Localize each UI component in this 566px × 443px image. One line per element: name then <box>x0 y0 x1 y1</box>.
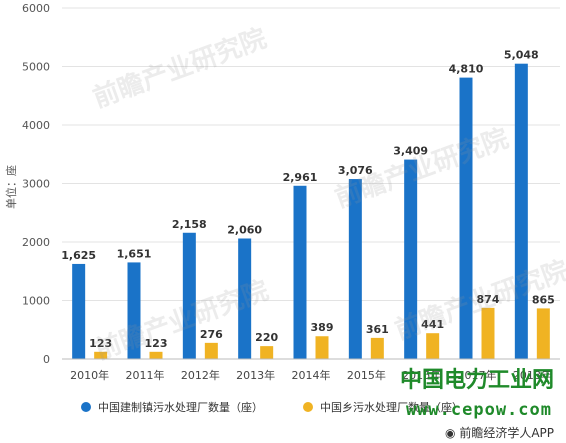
bar <box>426 333 440 359</box>
x-tick-label: 2017年 <box>458 368 497 382</box>
bar <box>293 185 307 359</box>
bar <box>238 238 252 359</box>
brand-credit: ◉ 前瞻经济学人APP <box>445 424 554 441</box>
legend-label: 中国建制镇污水处理厂数量（座） <box>98 400 263 414</box>
bar <box>459 77 473 360</box>
y-tick-label: 3000 <box>22 178 50 191</box>
legend: 中国建制镇污水处理厂数量（座） 中国乡污水处理厂数量（座） <box>81 400 463 414</box>
data-label: 2,060 <box>227 223 262 236</box>
x-tick-label: 2014年 <box>292 368 331 382</box>
bar <box>260 346 274 359</box>
eye-icon: ◉ <box>445 426 456 440</box>
data-label: 389 <box>311 321 334 334</box>
data-label: 361 <box>366 323 389 336</box>
brand-label: 前瞻经济学人APP <box>459 426 554 440</box>
legend-marker <box>81 402 91 412</box>
x-tick-label: 2012年 <box>181 368 220 382</box>
bar <box>204 342 218 359</box>
data-label: 3,409 <box>393 145 428 158</box>
bar <box>149 351 163 359</box>
y-tick-label: 6000 <box>22 2 50 15</box>
x-tick-label: 2013年 <box>236 368 275 382</box>
bar <box>315 336 329 359</box>
bar <box>514 63 528 359</box>
data-label: 2,158 <box>172 218 207 231</box>
data-label: 4,810 <box>449 63 484 76</box>
legend-marker <box>303 402 313 412</box>
bar <box>370 337 384 359</box>
bar <box>127 262 141 359</box>
data-label: 1,651 <box>117 247 152 260</box>
x-tick-label: 2018年 <box>513 368 552 382</box>
data-label: 441 <box>421 318 444 331</box>
site-url: www.cepow.com <box>405 400 552 420</box>
bar <box>536 308 550 359</box>
y-tick-label: 0 <box>43 353 50 366</box>
bar <box>348 179 362 359</box>
site-name: 中国电力工业网 <box>399 368 554 393</box>
value-labels: 1,625 123 1,651 123 2,158 276 2,060 220 2,961 389… <box>61 49 555 350</box>
y-tick-label: 1000 <box>22 295 50 308</box>
bar <box>481 307 495 359</box>
data-label: 1,625 <box>61 249 96 262</box>
bar <box>72 263 86 359</box>
data-label: 220 <box>255 331 278 344</box>
data-label: 123 <box>89 337 112 350</box>
bar <box>182 232 196 359</box>
y-tick-label: 5000 <box>22 61 50 74</box>
y-axis-label: 单位：座 <box>4 165 18 209</box>
data-label: 2,961 <box>283 171 318 184</box>
x-tick-label: 2016年 <box>402 368 441 382</box>
x-tick-label: 2011年 <box>126 368 165 382</box>
data-label: 3,076 <box>338 164 373 177</box>
data-label: 865 <box>532 293 555 306</box>
x-tick-labels: 2010年 2011年 2012年 2013年 2014年 2015年 2016年 2017年… <box>70 368 552 382</box>
bars <box>72 63 550 360</box>
data-label: 5,048 <box>504 49 539 62</box>
y-tick-labels: 0 1000 2000 3000 4000 5000 6000 <box>22 2 50 366</box>
x-tick-label: 2010年 <box>70 368 109 382</box>
data-label: 276 <box>200 328 223 341</box>
y-tick-label: 4000 <box>22 119 50 132</box>
legend-label: 中国乡污水处理厂数量（座） <box>320 400 463 414</box>
y-tick-label: 2000 <box>22 236 50 249</box>
bar <box>404 159 418 359</box>
x-tick-label: 2015年 <box>347 368 386 382</box>
data-label: 123 <box>145 337 168 350</box>
gridlines <box>62 7 560 301</box>
data-label: 874 <box>477 293 500 306</box>
bar <box>94 351 108 359</box>
